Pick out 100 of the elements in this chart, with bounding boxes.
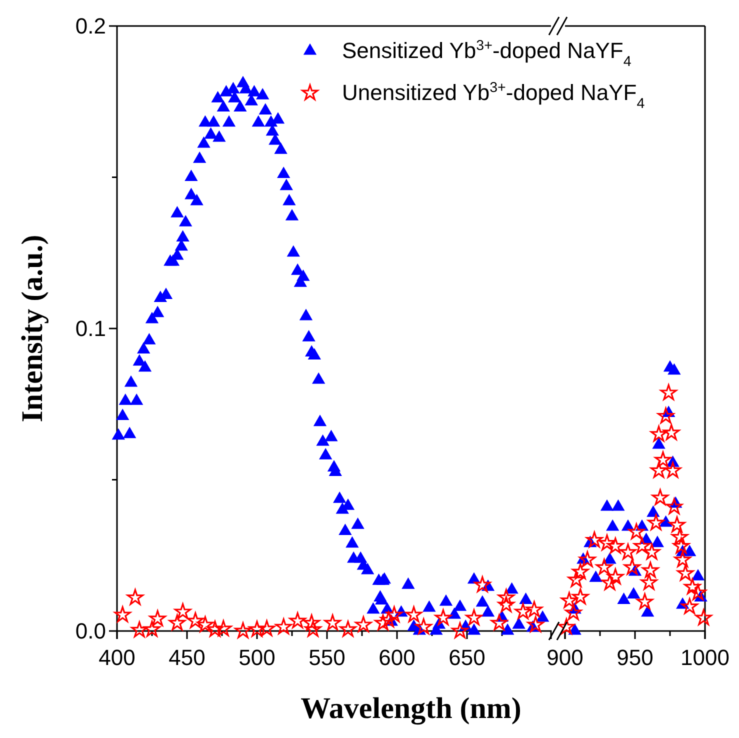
point — [586, 532, 603, 548]
point — [650, 462, 668, 478]
x-tick-label: 550 — [308, 645, 346, 670]
point — [527, 616, 544, 632]
point — [652, 437, 666, 449]
point — [657, 408, 674, 424]
point — [248, 620, 266, 637]
point — [648, 514, 664, 530]
point — [234, 622, 252, 638]
point — [628, 523, 645, 540]
point — [643, 544, 660, 560]
point — [415, 618, 432, 634]
point — [474, 576, 491, 592]
point — [652, 489, 669, 506]
point — [572, 588, 589, 604]
point — [126, 589, 144, 605]
point — [434, 609, 452, 626]
y-tick-label: 0.2 — [75, 14, 106, 39]
point — [215, 620, 232, 636]
y-axis-title: Intensity (a.u.) — [16, 234, 49, 422]
point — [640, 574, 658, 590]
point — [187, 612, 204, 628]
point — [654, 451, 672, 468]
point — [131, 621, 148, 638]
point — [681, 598, 698, 614]
point — [601, 574, 618, 590]
point — [627, 587, 640, 598]
point — [514, 603, 532, 620]
x-tick-label: 500 — [238, 645, 276, 670]
point — [607, 538, 624, 554]
point — [498, 596, 515, 612]
point — [405, 606, 422, 622]
point — [565, 604, 582, 620]
point — [634, 538, 650, 554]
point — [340, 620, 356, 637]
point — [275, 618, 292, 634]
x-tick-label: 450 — [168, 645, 206, 670]
point — [606, 519, 620, 531]
point — [206, 620, 224, 637]
point — [303, 614, 320, 630]
point — [498, 589, 515, 605]
y-tick-label: 0.1 — [75, 316, 106, 342]
point — [672, 538, 690, 554]
point — [579, 551, 596, 568]
point — [452, 622, 468, 638]
x-tick-label: 600 — [378, 645, 416, 670]
point — [600, 499, 614, 511]
point — [664, 462, 682, 478]
point — [624, 558, 641, 575]
point — [114, 606, 131, 622]
point — [596, 558, 613, 575]
x-tick-label: 900 — [546, 645, 584, 670]
point — [690, 584, 706, 600]
point — [668, 516, 686, 532]
point — [466, 609, 482, 626]
point — [168, 614, 186, 630]
point — [490, 614, 508, 630]
point — [683, 544, 696, 556]
point — [666, 498, 683, 514]
point — [144, 620, 160, 637]
x-tick-label: 650 — [448, 645, 486, 670]
point — [386, 606, 403, 622]
point — [304, 620, 322, 637]
point — [568, 571, 585, 588]
point — [646, 505, 660, 517]
point — [695, 609, 712, 626]
point — [560, 592, 578, 608]
point — [663, 424, 680, 440]
legend-label: Unensitized Yb$^{3+}$-doped NaYF$_{4}$ — [342, 80, 645, 112]
point — [174, 603, 192, 620]
point — [642, 562, 659, 578]
point — [598, 534, 616, 550]
x-tick-label: 400 — [98, 645, 136, 670]
point — [149, 610, 166, 626]
point — [289, 612, 306, 628]
point — [617, 592, 630, 604]
point — [589, 570, 602, 582]
point — [612, 499, 625, 511]
point — [691, 568, 705, 580]
point — [641, 605, 654, 617]
point — [684, 578, 701, 594]
x-tick-label: 1000 — [680, 645, 730, 670]
point — [558, 618, 575, 634]
point — [650, 426, 668, 442]
point — [355, 616, 372, 632]
legend-label: Sensitized Yb$^{3+}$-doped NaYF$_{4}$ — [342, 38, 632, 70]
y-tick-label: 0.0 — [75, 618, 106, 644]
point — [668, 363, 681, 375]
x-tick-label: 950 — [616, 645, 654, 670]
point — [660, 384, 677, 400]
point — [526, 601, 543, 618]
point — [620, 544, 636, 560]
point — [677, 564, 694, 581]
point — [374, 614, 392, 630]
point — [324, 614, 341, 630]
point — [196, 616, 214, 632]
x-axis-title: Wavelength (nm) — [300, 692, 522, 725]
point — [674, 551, 691, 568]
point — [671, 528, 688, 544]
point — [636, 593, 654, 610]
